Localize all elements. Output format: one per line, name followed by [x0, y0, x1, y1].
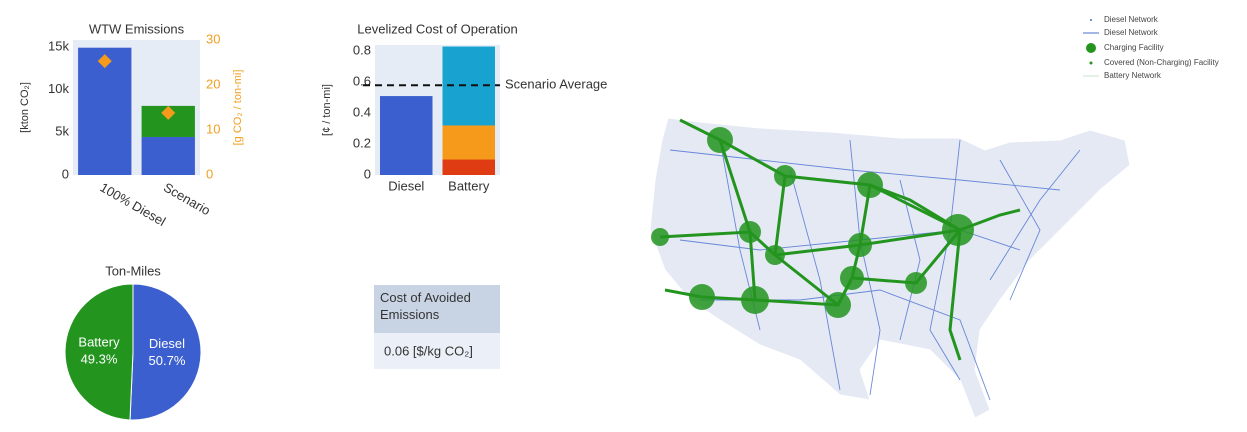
y-tick-label: 0.4	[353, 105, 371, 120]
x-tick-label: 100% Diesel	[98, 180, 169, 230]
table-cell: 0.06 [$/kg CO₂]	[384, 343, 473, 358]
us-shape	[649, 117, 1131, 419]
y2-axis-title: [g CO₂ / ton-mi]	[232, 70, 244, 146]
x-tick-label: Diesel	[388, 178, 424, 193]
slice-value: 50.7%	[149, 353, 186, 368]
chart-title: Levelized Cost of Operation	[357, 21, 517, 36]
legend-symbol	[1086, 43, 1096, 53]
bar	[442, 159, 495, 175]
legend-label: Diesel Network	[1104, 15, 1159, 24]
y-tick-label: 0	[364, 166, 371, 181]
pie-slice	[64, 283, 134, 421]
bar	[380, 96, 433, 175]
chart-title: WTW Emissions	[89, 21, 185, 36]
charging-facilities	[651, 127, 974, 318]
legend-label: Charging Facility	[1104, 43, 1164, 52]
y-tick-label: 5k	[55, 124, 69, 139]
diamond-marker	[161, 105, 176, 120]
table-header: Cost of Avoided Emissions	[380, 290, 471, 322]
y2-tick-label: 10	[206, 121, 220, 136]
x-tick-label: Scenario	[161, 180, 213, 219]
slice-value: 49.3%	[81, 352, 118, 367]
y-axis-title: [kton CO₂]	[19, 82, 31, 133]
reference-label: Scenario Average	[505, 77, 607, 92]
x-tick-label: Battery	[448, 178, 490, 193]
y-tick-label: 0.6	[353, 74, 371, 89]
pie-slice	[129, 283, 202, 421]
y-tick-label: 0	[62, 166, 69, 181]
y2-tick-label: 30	[206, 31, 220, 46]
y-tick-label: 10k	[48, 81, 69, 96]
diamond-marker	[97, 54, 112, 69]
y2-tick-label: 0	[206, 166, 213, 181]
slice-category: Battery	[78, 335, 120, 350]
map	[649, 117, 1131, 419]
bar	[78, 47, 132, 175]
table-header-bg	[374, 285, 500, 333]
chart-title: Ton-Miles	[105, 263, 161, 278]
y-axis-title: [¢ / ton-mi]	[321, 84, 333, 136]
table-header-box: Cost of Avoided Emissions	[380, 290, 471, 322]
legend-symbol	[1089, 61, 1093, 65]
table-cell-bg	[374, 333, 500, 369]
y2-tick-label: 20	[206, 76, 220, 91]
y-tick-label: 15k	[48, 38, 69, 53]
legend-label: Diesel Network	[1104, 28, 1159, 37]
y-tick-label: 0.8	[353, 43, 371, 58]
legend-symbol	[1090, 19, 1092, 21]
map-legend: Diesel Network Diesel Network Charging F…	[1083, 15, 1219, 80]
legend-label: Battery Network	[1104, 71, 1162, 80]
bar	[141, 136, 195, 175]
bar	[442, 125, 495, 160]
slice-category: Diesel	[149, 336, 185, 351]
y-tick-label: 0.2	[353, 135, 371, 150]
legend-label: Covered (Non-Charging) Facility	[1104, 58, 1219, 67]
